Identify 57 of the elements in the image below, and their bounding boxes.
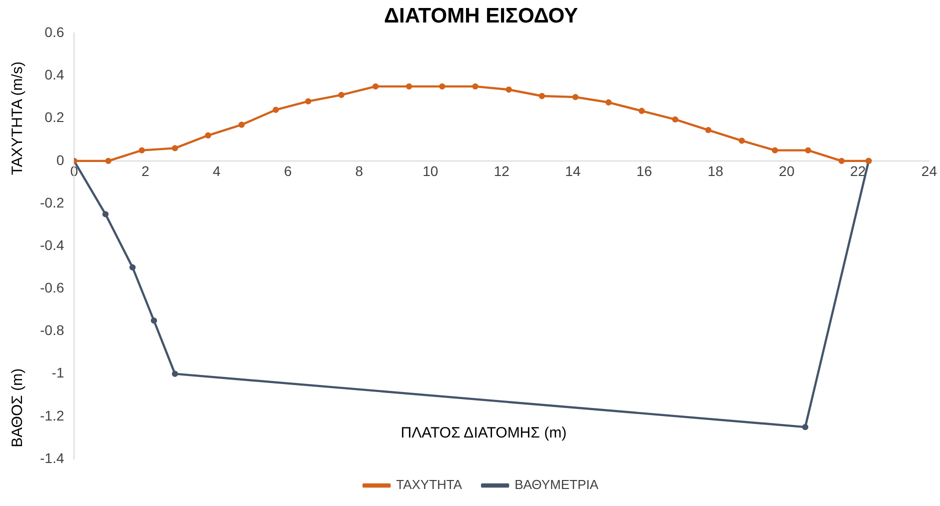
x-tick-label: 2 xyxy=(141,163,150,180)
point xyxy=(738,138,745,144)
point xyxy=(272,106,279,113)
point xyxy=(472,83,478,90)
y-tick-label: 0.6 xyxy=(44,24,64,40)
point xyxy=(439,83,446,90)
point xyxy=(204,132,212,138)
y-tick-label: -0.2 xyxy=(40,194,64,210)
point xyxy=(138,147,145,154)
y-tick-label: -1.4 xyxy=(40,450,64,466)
x-axis-title: ΠΛΑΤΟΣ ΔΙΑΤΟΜΗΣ (m) xyxy=(400,424,567,442)
point xyxy=(102,211,109,218)
point xyxy=(406,83,412,90)
point xyxy=(305,98,312,104)
y-tick-label: -1.2 xyxy=(40,407,64,424)
point xyxy=(105,158,112,164)
y-tick-label: -0.8 xyxy=(40,322,64,338)
x-tick-label: 20 xyxy=(778,163,795,180)
point xyxy=(172,370,178,377)
y-tick-label: 0 xyxy=(56,152,64,168)
point xyxy=(605,99,612,106)
x-tick-label: 16 xyxy=(636,163,652,180)
point xyxy=(129,264,136,270)
x-tick-label: 4 xyxy=(212,163,221,180)
point xyxy=(638,108,645,114)
x-tick-label: 8 xyxy=(355,163,364,180)
point xyxy=(705,126,712,134)
point xyxy=(838,158,845,164)
y-tick-label: -0.4 xyxy=(40,236,64,253)
point xyxy=(804,147,812,154)
chart-title: ΔΙΑΤΟΜΗ ΕΙΣΟΔΟΥ xyxy=(384,4,578,28)
point xyxy=(506,86,512,93)
y-tick-label: 0.2 xyxy=(44,109,64,126)
point xyxy=(238,122,245,128)
x-tick-label: 24 xyxy=(921,163,938,180)
point xyxy=(172,145,178,152)
text: ΒΑΘΟΣ (m) xyxy=(9,368,26,448)
x-tick-label: 12 xyxy=(494,163,510,180)
point xyxy=(672,116,678,123)
y-tick-label: 0.4 xyxy=(44,66,64,83)
y-tick-label: -1 xyxy=(52,364,64,381)
legend-label: ΤΑΧΥΤΗΤΑ xyxy=(396,477,462,492)
point xyxy=(802,424,808,430)
x-tick-label: 22 xyxy=(850,163,866,180)
x-tick-label: 14 xyxy=(565,163,581,180)
y-axis-title: ΤΑΧΥΤΗΤΑ (m/s) xyxy=(9,62,26,176)
point xyxy=(538,92,546,100)
y-tick-label: -0.6 xyxy=(40,280,64,296)
point xyxy=(772,147,778,154)
x-tick-label: 10 xyxy=(422,163,438,180)
x-tick-label: 6 xyxy=(284,163,292,180)
legend-label: ΒΑΘΥΜΕΤΡΙΑ xyxy=(514,477,599,492)
point xyxy=(372,83,379,90)
point xyxy=(338,92,344,98)
point xyxy=(572,94,579,100)
x-tick-label: 18 xyxy=(708,163,724,180)
point xyxy=(150,318,158,324)
